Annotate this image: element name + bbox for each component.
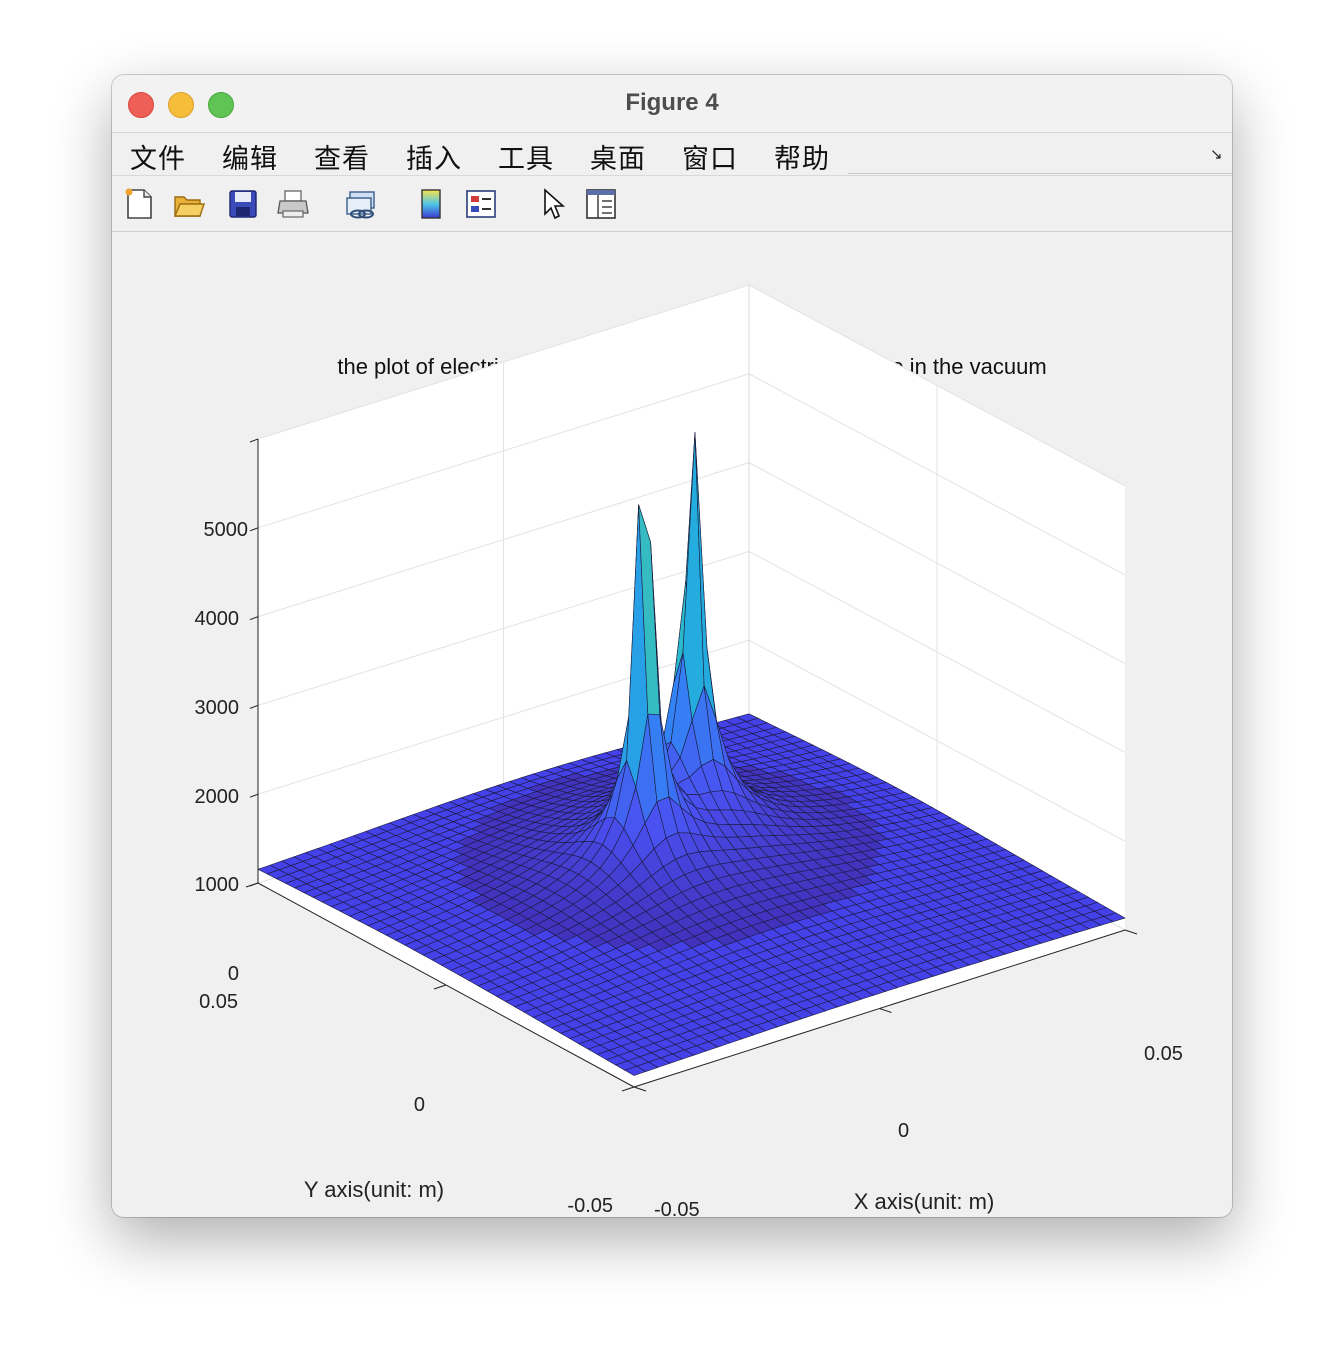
colorbar-icon[interactable] (414, 187, 448, 221)
close-button[interactable] (128, 92, 154, 118)
z-tick-label-5000: 5000 (204, 519, 249, 541)
menu-help[interactable]: 帮助 (774, 144, 830, 175)
new-file-icon[interactable] (122, 187, 156, 221)
menu-desktop[interactable]: 桌面 (590, 144, 646, 175)
x-tick-label-max: 0.05 (1144, 1043, 1183, 1065)
z-tick-label-0: 0 (228, 963, 239, 985)
plot-area: the plot of electric potential distribut… (112, 232, 1232, 1217)
x-tick-mark (879, 1008, 892, 1013)
z-tick-mark (249, 438, 259, 443)
z-tick-mark (249, 527, 259, 532)
menu-insert[interactable]: 插入 (406, 144, 462, 175)
surface-patch (1103, 912, 1126, 922)
menu-bar: 文件 编辑 查看 插入 工具 桌面 窗口 帮助 ↘ (112, 133, 1232, 175)
x-axis-label: X axis(unit: m) (854, 1189, 995, 1214)
z-tick-label-3000: 3000 (195, 697, 240, 719)
menu-view[interactable]: 查看 (314, 144, 370, 175)
x-tick-mark (633, 1086, 647, 1092)
print-icon[interactable] (276, 187, 310, 221)
minimize-button[interactable] (168, 92, 194, 118)
pointer-icon[interactable] (536, 187, 570, 221)
y-tick-mark (245, 882, 259, 888)
z-tick-mark (249, 616, 259, 621)
property-inspector-icon[interactable] (584, 187, 618, 221)
legend-icon[interactable] (464, 187, 498, 221)
x-tick-label-min: -0.05 (654, 1199, 700, 1217)
z-tick-label-4000: 4000 (195, 608, 240, 630)
menu-tools[interactable]: 工具 (498, 144, 554, 175)
menu-edit[interactable]: 编辑 (222, 144, 278, 175)
y-tick-label-min: -0.05 (567, 1195, 613, 1217)
surface-chart[interactable]: the plot of electric potential distribut… (112, 232, 1232, 1217)
link-figure-icon[interactable] (344, 187, 378, 221)
title-bar: Figure 4 (112, 75, 1232, 133)
open-folder-icon[interactable] (172, 187, 206, 221)
window-title: Figure 4 (625, 89, 719, 116)
y-tick-label-0: 0 (414, 1094, 425, 1116)
z-tick-mark (249, 704, 259, 709)
zoom-button[interactable] (208, 92, 234, 118)
x-tick-label-0: 0 (898, 1120, 909, 1142)
y-tick-label-max: 0.05 (199, 991, 238, 1013)
menu-window[interactable]: 窗口 (682, 144, 738, 175)
menu-file[interactable]: 文件 (130, 144, 186, 175)
toolbar (112, 175, 1232, 232)
z-tick-label-1000: 1000 (195, 874, 240, 896)
figure-window: Figure 4 文件 编辑 查看 插入 工具 桌面 窗口 帮助 ↘ (112, 75, 1232, 1217)
dock-arrow-icon[interactable]: ↘ (1210, 146, 1223, 163)
y-tick-mark (433, 984, 447, 990)
axes-lines (245, 438, 1138, 1092)
z-tick-label-2000: 2000 (195, 786, 240, 808)
y-axis-label: Y axis(unit: m) (304, 1177, 444, 1202)
save-icon[interactable] (226, 187, 260, 221)
x-tick-mark (1124, 929, 1138, 935)
z-tick-mark (249, 793, 259, 798)
menu-divider (848, 173, 1232, 174)
y-tick-mark (621, 1086, 635, 1092)
surface-mesh (257, 432, 1126, 1076)
